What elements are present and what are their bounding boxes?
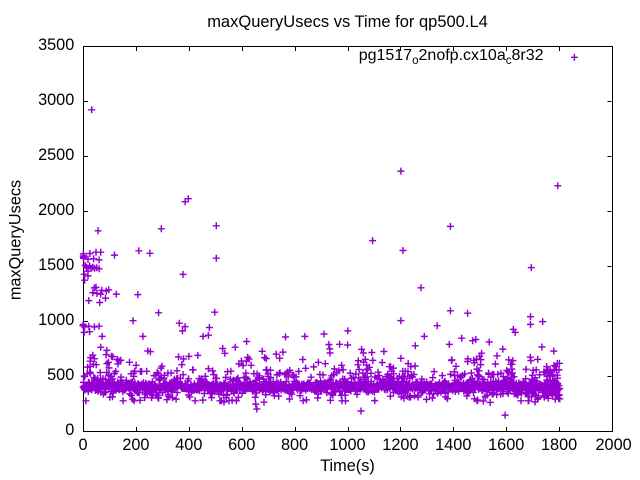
svg-text:1200: 1200 [382, 436, 418, 454]
svg-text:1800: 1800 [541, 436, 577, 454]
svg-text:2000: 2000 [595, 436, 631, 454]
svg-text:3500: 3500 [38, 36, 74, 54]
svg-text:0: 0 [78, 436, 87, 454]
svg-text:maxQueryUsecs vs Time for qp50: maxQueryUsecs vs Time for qp500.L4 [207, 13, 488, 31]
svg-text:500: 500 [47, 366, 74, 384]
svg-text:1000: 1000 [38, 311, 74, 329]
svg-text:Time(s): Time(s) [320, 457, 375, 475]
svg-text:1000: 1000 [329, 436, 365, 454]
svg-text:1600: 1600 [488, 436, 524, 454]
svg-text:1400: 1400 [435, 436, 471, 454]
svg-text:400: 400 [175, 436, 202, 454]
svg-text:3000: 3000 [38, 91, 74, 109]
svg-text:pg1517o2nofp.cx10ac8r32: pg1517o2nofp.cx10ac8r32 [359, 47, 544, 67]
svg-text:600: 600 [228, 436, 255, 454]
svg-text:200: 200 [122, 436, 149, 454]
svg-text:2500: 2500 [38, 146, 74, 164]
svg-text:800: 800 [281, 436, 308, 454]
svg-text:2000: 2000 [38, 201, 74, 219]
svg-text:1500: 1500 [38, 256, 74, 274]
svg-text:0: 0 [65, 421, 74, 439]
svg-text:maxQueryUsecs: maxQueryUsecs [7, 180, 25, 300]
